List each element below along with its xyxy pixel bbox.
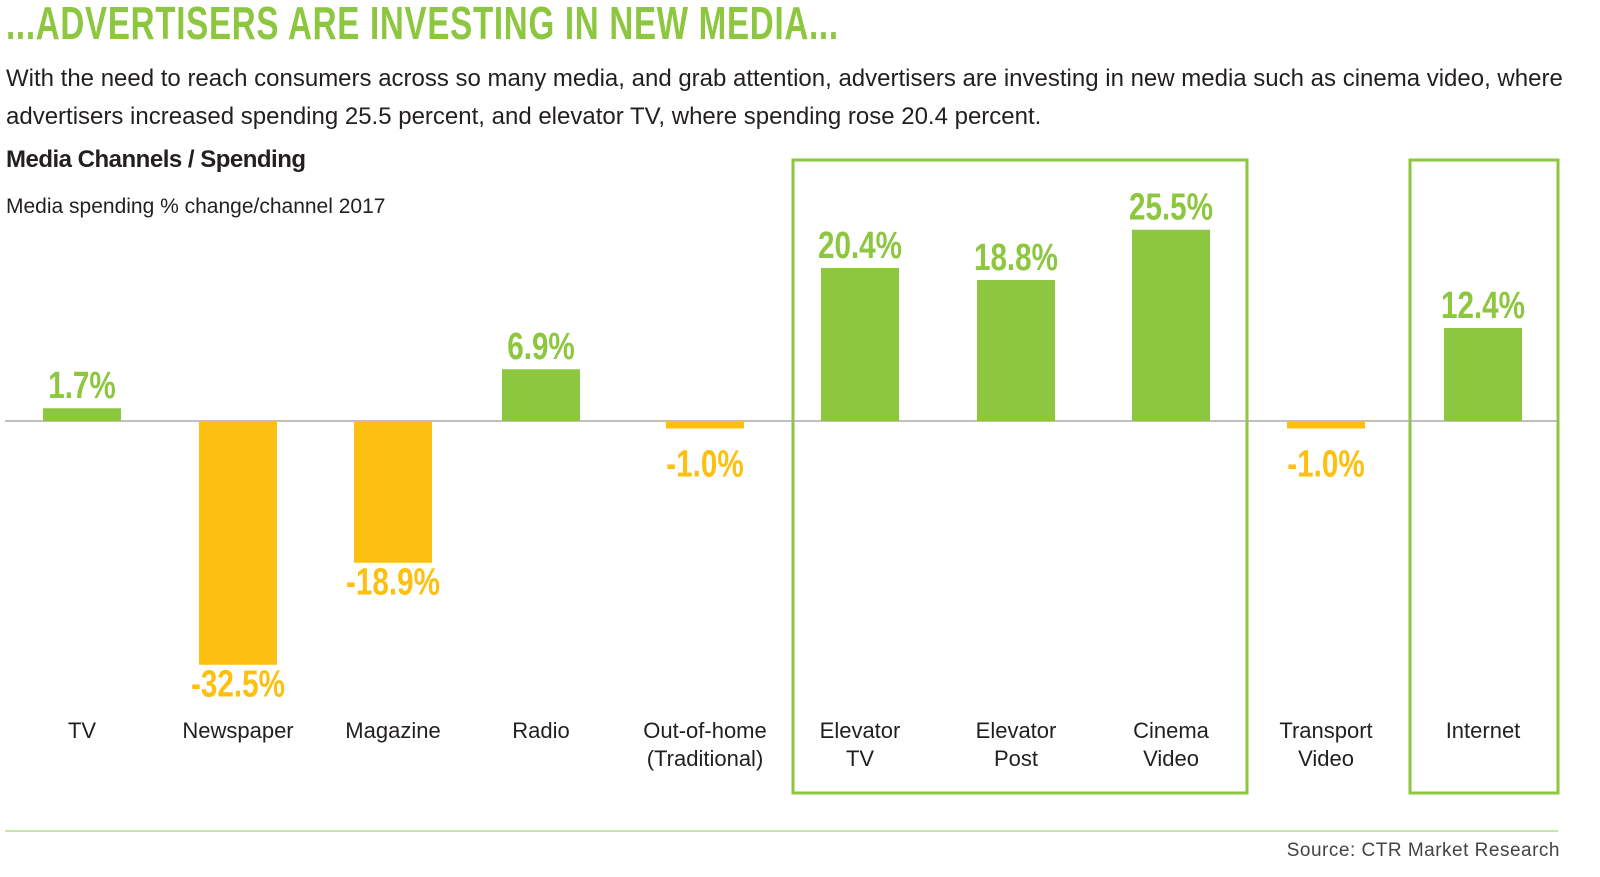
data-label: 20.4% (818, 225, 902, 267)
category-label: Video (1143, 746, 1199, 771)
highlight-box-new-media (791, 158, 1249, 795)
data-label: -32.5% (191, 663, 285, 705)
bar (1132, 229, 1210, 421)
category-label: Transport (1279, 718, 1372, 743)
data-label: -1.0% (666, 443, 743, 485)
chart-subtitle: Media spending % change/channel 2017 (6, 195, 386, 218)
data-label: -1.0% (1287, 443, 1364, 485)
data-label: -18.9% (346, 561, 440, 603)
chart-title: Media Channels / Spending (6, 146, 306, 173)
bar (43, 408, 121, 421)
page-subtitle: With the need to reach consumers across … (6, 65, 1563, 130)
data-label: 6.9% (507, 326, 575, 368)
data-label: 12.4% (1441, 285, 1525, 327)
category-label: Newspaper (182, 718, 293, 743)
category-label: Elevator (820, 718, 901, 743)
source-note: Source: CTR Market Research (1286, 840, 1560, 861)
category-label: Video (1298, 746, 1354, 771)
category-label: (Traditional) (647, 746, 764, 771)
data-label: 18.8% (974, 237, 1058, 279)
category-label: Out-of-home (643, 718, 767, 743)
page-title: ...ADVERTISERS ARE INVESTING IN NEW MEDI… (6, 0, 839, 49)
bar (502, 369, 580, 421)
category-label: Post (994, 746, 1038, 771)
category-label: Elevator (976, 718, 1057, 743)
category-label: Internet (1446, 718, 1521, 743)
bar (666, 421, 744, 429)
bar (821, 268, 899, 421)
highlight-box-internet (1408, 158, 1560, 795)
bar (1287, 421, 1365, 429)
data-label: 1.7% (48, 365, 116, 407)
bar (199, 421, 277, 665)
category-label: TV (846, 746, 874, 771)
bar (977, 280, 1055, 421)
bar (1444, 328, 1522, 421)
category-label: Cinema (1133, 718, 1210, 743)
category-label: Magazine (345, 718, 440, 743)
bar (354, 421, 432, 563)
data-label: 25.5% (1129, 186, 1213, 228)
category-label: TV (68, 718, 96, 743)
category-label: Radio (512, 718, 569, 743)
